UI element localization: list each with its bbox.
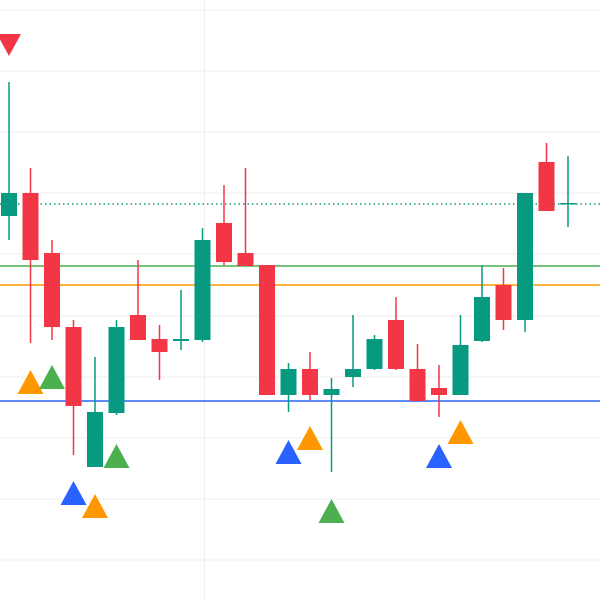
candle-body	[44, 253, 60, 327]
candle-body	[259, 265, 275, 395]
candle-body	[216, 223, 232, 262]
candle-body	[130, 315, 146, 340]
candle-body	[495, 285, 512, 320]
signal-marker	[318, 499, 345, 523]
signal-marker	[103, 444, 130, 468]
candle-body	[431, 388, 447, 395]
candle-body	[237, 253, 254, 266]
signal-marker	[297, 426, 323, 450]
candle-body	[388, 320, 404, 369]
candle-body	[22, 193, 39, 260]
candle-body	[280, 369, 297, 395]
candle-body	[194, 240, 211, 340]
candle-body	[173, 339, 189, 341]
signal-marker	[275, 440, 302, 464]
signal-marker	[82, 494, 108, 518]
signal-marker	[39, 365, 65, 389]
candle-body	[302, 369, 318, 395]
candle-body	[409, 369, 426, 401]
candle-body	[151, 339, 168, 352]
candle-body	[65, 327, 82, 406]
signal-marker	[426, 444, 452, 468]
candle-body	[108, 327, 125, 413]
candle-body	[345, 369, 361, 377]
candle-body	[452, 345, 469, 395]
signal-marker	[60, 481, 87, 505]
candle-body	[366, 339, 383, 369]
signal-marker	[17, 370, 44, 394]
candle-body	[560, 203, 576, 205]
candle-body	[538, 162, 555, 211]
candle-body	[87, 412, 103, 467]
candle-body	[1, 193, 17, 216]
candle-body	[474, 297, 490, 341]
candle-body	[517, 193, 533, 320]
signal-marker	[0, 34, 21, 56]
signal-marker	[447, 420, 474, 444]
candle-body	[323, 389, 340, 395]
